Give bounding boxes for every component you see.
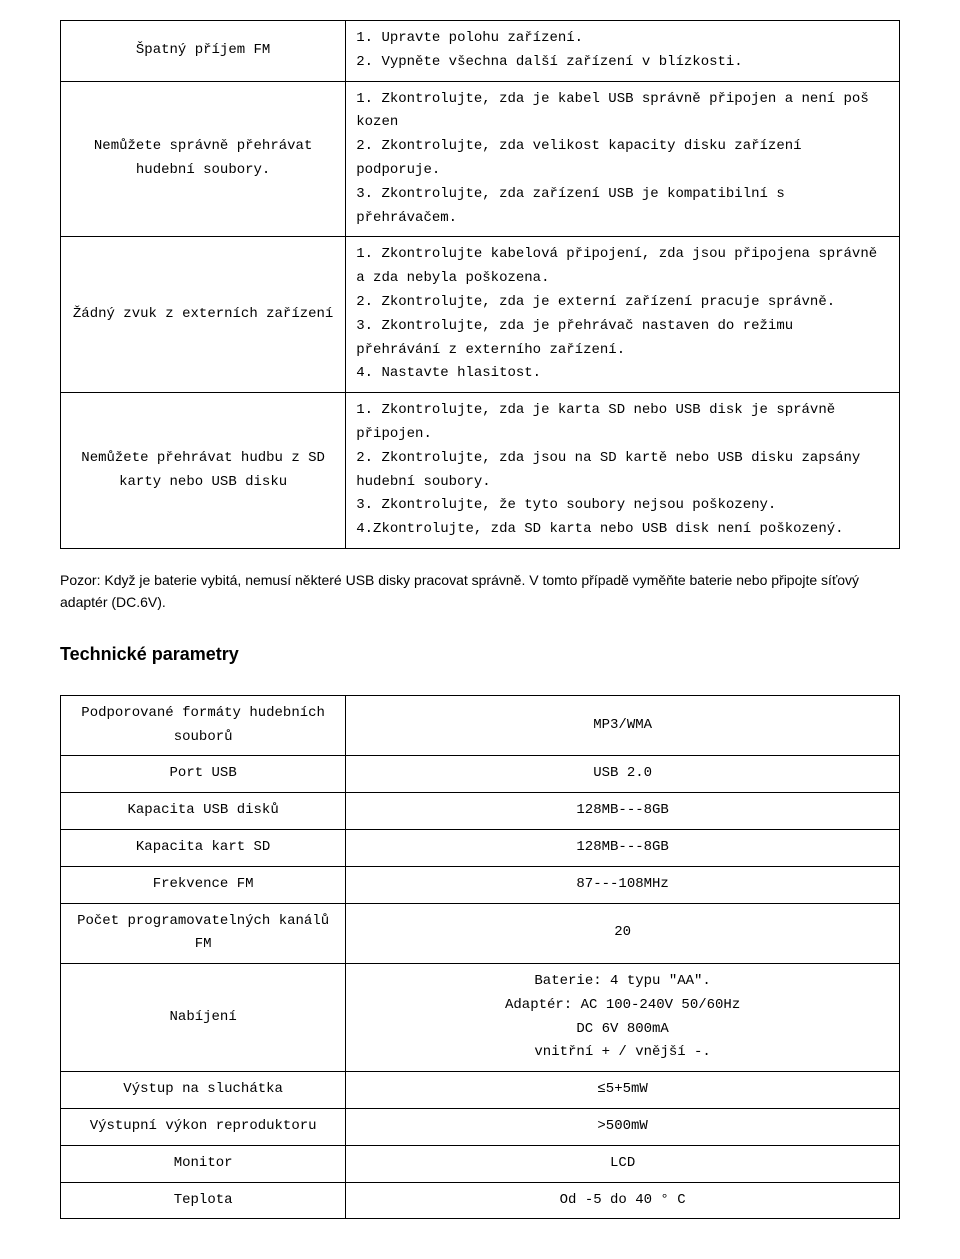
table-row: Výstupní výkon reproduktoru >500mW	[61, 1109, 900, 1146]
spec-value: 128MB---8GB	[346, 793, 900, 830]
table-row: Nemůžete přehrávat hudbu z SD karty nebo…	[61, 393, 900, 549]
table-row: Frekvence FM 87---108MHz	[61, 866, 900, 903]
table-row: Kapacita kart SD 128MB---8GB	[61, 829, 900, 866]
spec-value: 128MB---8GB	[346, 829, 900, 866]
spec-label: Teplota	[61, 1182, 346, 1219]
spec-label: Kapacita kart SD	[61, 829, 346, 866]
spec-value: Od -5 do 40 ° C	[346, 1182, 900, 1219]
spec-label: Monitor	[61, 1145, 346, 1182]
table-row: Žádný zvuk z externích zařízení 1. Zkont…	[61, 237, 900, 393]
problem-cell: Žádný zvuk z externích zařízení	[61, 237, 346, 393]
specs-title: Technické parametry	[60, 644, 900, 665]
table-row: Výstup na sluchátka ≤5+5mW	[61, 1072, 900, 1109]
spec-label: Kapacita USB disků	[61, 793, 346, 830]
spec-label: Výstup na sluchátka	[61, 1072, 346, 1109]
specs-table: Podporované formáty hudebních souborů MP…	[60, 695, 900, 1220]
table-row: Nemůžete správně přehrávat hudební soubo…	[61, 81, 900, 237]
problem-cell: Nemůžete přehrávat hudbu z SD karty nebo…	[61, 393, 346, 549]
table-row: Špatný příjem FM 1. Upravte polohu zaříz…	[61, 21, 900, 82]
spec-label: Počet programovatelných kanálů FM	[61, 903, 346, 964]
solution-cell: 1. Upravte polohu zařízení. 2. Vypněte v…	[346, 21, 900, 82]
table-row: Teplota Od -5 do 40 ° C	[61, 1182, 900, 1219]
spec-value: ≤5+5mW	[346, 1072, 900, 1109]
spec-label: Port USB	[61, 756, 346, 793]
solution-cell: 1. Zkontrolujte, zda je kabel USB správn…	[346, 81, 900, 237]
solution-cell: 1. Zkontrolujte, zda je karta SD nebo US…	[346, 393, 900, 549]
spec-label: Výstupní výkon reproduktoru	[61, 1109, 346, 1146]
problem-cell: Nemůžete správně přehrávat hudební soubo…	[61, 81, 346, 237]
spec-value: Baterie: 4 typu "AA". Adaptér: AC 100-24…	[346, 964, 900, 1072]
warning-note: Pozor: Když je baterie vybitá, nemusí ně…	[60, 569, 900, 614]
troubleshooting-table: Špatný příjem FM 1. Upravte polohu zaříz…	[60, 20, 900, 549]
spec-label: Podporované formáty hudebních souborů	[61, 695, 346, 756]
problem-cell: Špatný příjem FM	[61, 21, 346, 82]
spec-value: LCD	[346, 1145, 900, 1182]
table-row: Nabíjení Baterie: 4 typu "AA". Adaptér: …	[61, 964, 900, 1072]
solution-cell: 1. Zkontrolujte kabelová připojení, zda …	[346, 237, 900, 393]
table-row: Počet programovatelných kanálů FM 20	[61, 903, 900, 964]
table-row: Kapacita USB disků 128MB---8GB	[61, 793, 900, 830]
spec-value: >500mW	[346, 1109, 900, 1146]
spec-label: Frekvence FM	[61, 866, 346, 903]
table-row: Port USB USB 2.0	[61, 756, 900, 793]
table-row: Podporované formáty hudebních souborů MP…	[61, 695, 900, 756]
spec-label: Nabíjení	[61, 964, 346, 1072]
spec-value: 20	[346, 903, 900, 964]
spec-value: MP3/WMA	[346, 695, 900, 756]
table-row: Monitor LCD	[61, 1145, 900, 1182]
spec-value: 87---108MHz	[346, 866, 900, 903]
spec-value: USB 2.0	[346, 756, 900, 793]
